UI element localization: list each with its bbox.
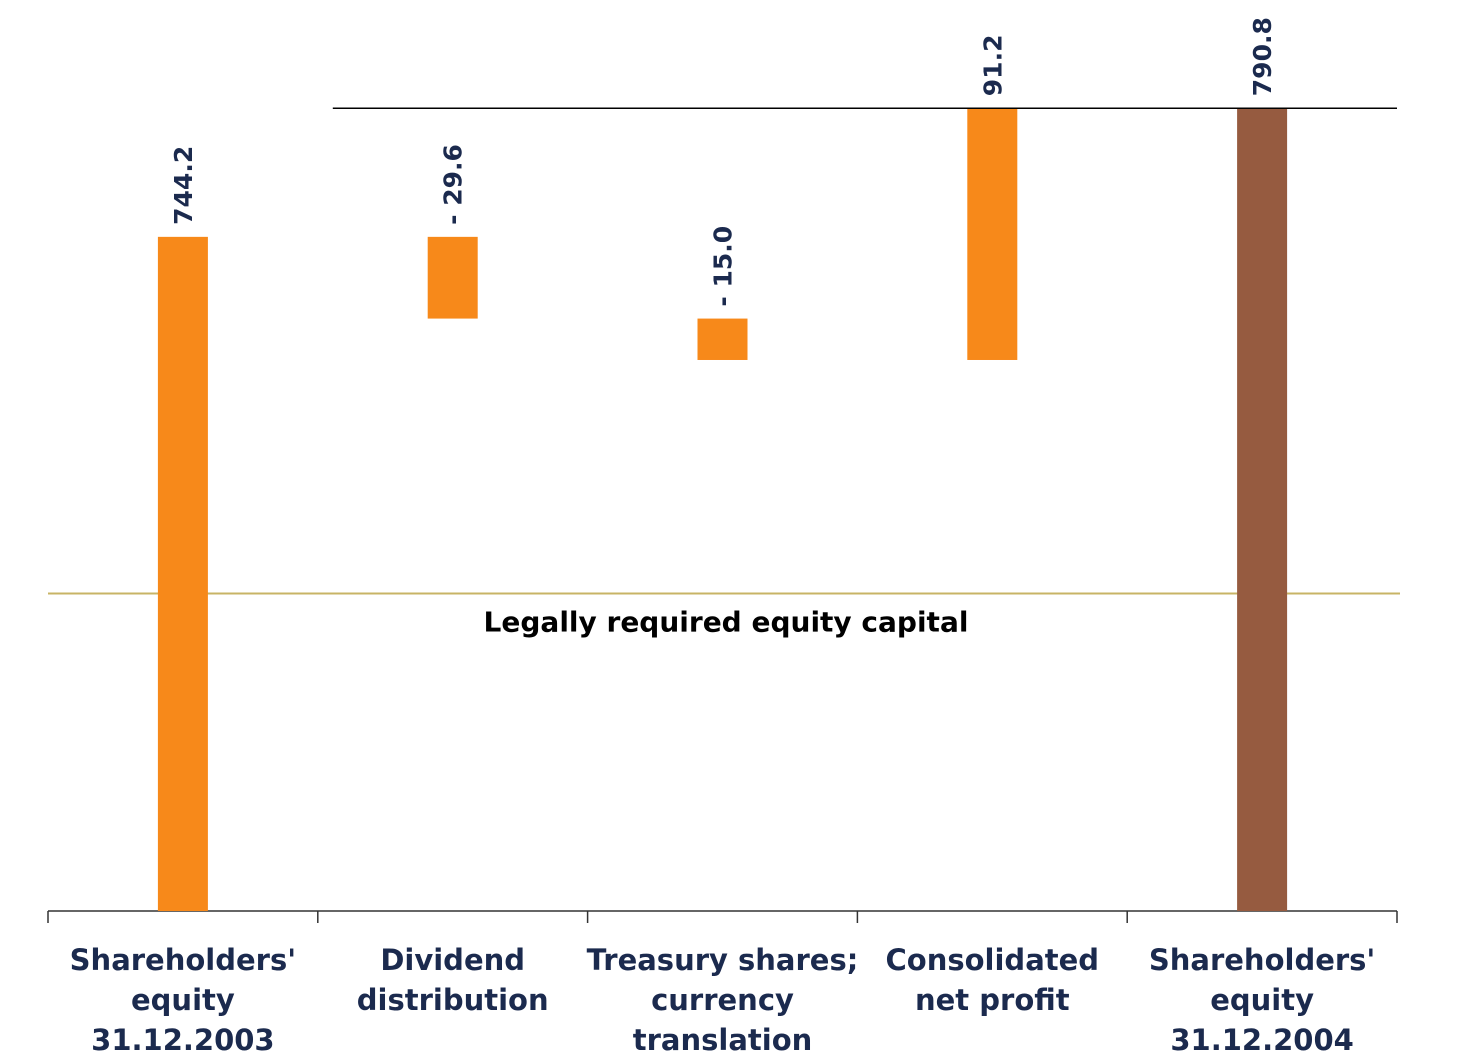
reference-label: Legally required equity capital bbox=[484, 606, 969, 639]
value-label: 790.8 bbox=[1248, 17, 1277, 96]
bar bbox=[697, 318, 748, 360]
x-tick-label: Treasury shares; currency translation bbox=[586, 943, 859, 1054]
value-label: 744.2 bbox=[169, 146, 198, 225]
x-tick-label: Shareholders' equity 31.12.2003 bbox=[69, 943, 297, 1054]
bar bbox=[967, 108, 1018, 360]
x-tick-label: Shareholders' equity 31.12.2004 bbox=[1148, 943, 1376, 1054]
value-label: - 29.6 bbox=[439, 144, 468, 225]
value-label: - 15.0 bbox=[709, 226, 738, 307]
bar bbox=[157, 236, 208, 912]
value-label: 91.2 bbox=[978, 35, 1007, 97]
bar bbox=[1237, 108, 1288, 911]
bar bbox=[427, 236, 478, 319]
x-tick-label: Dividend distribution bbox=[356, 943, 549, 1017]
x-tick-label: Consolidated net profit bbox=[885, 943, 1100, 1017]
